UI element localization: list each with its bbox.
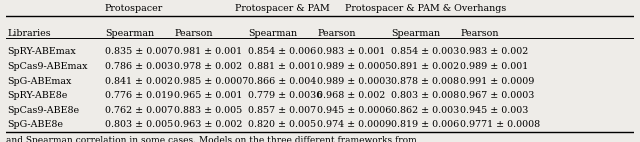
Text: 0.985 ± 0.0007: 0.985 ± 0.0007 xyxy=(175,77,249,86)
Text: SpG-ABEmax: SpG-ABEmax xyxy=(8,77,72,86)
Text: 0.974 ± 0.0009: 0.974 ± 0.0009 xyxy=(317,120,392,129)
Text: 0.989 ± 0.001: 0.989 ± 0.001 xyxy=(461,62,529,71)
Text: 0.878 ± 0.008: 0.878 ± 0.008 xyxy=(391,77,459,86)
Text: 0.803 ± 0.008: 0.803 ± 0.008 xyxy=(391,91,459,100)
Text: Spearman: Spearman xyxy=(391,29,440,38)
Text: 0.820 ± 0.005: 0.820 ± 0.005 xyxy=(248,120,316,129)
Text: Spearman: Spearman xyxy=(248,29,297,38)
Text: Pearson: Pearson xyxy=(317,29,356,38)
Text: 0.881 ± 0.001: 0.881 ± 0.001 xyxy=(248,62,316,71)
Text: 0.968 ± 0.002: 0.968 ± 0.002 xyxy=(317,91,386,100)
Text: SpRY-ABEmax: SpRY-ABEmax xyxy=(8,47,76,56)
Text: 0.854 ± 0.003: 0.854 ± 0.003 xyxy=(391,47,459,56)
Text: and Spearman correlation in some cases. Models on the three different frameworks: and Spearman correlation in some cases. … xyxy=(6,136,417,142)
Text: Protospacer & PAM: Protospacer & PAM xyxy=(235,4,330,13)
Text: 0.983 ± 0.002: 0.983 ± 0.002 xyxy=(461,47,529,56)
Text: SpG-ABE8e: SpG-ABE8e xyxy=(8,120,63,129)
Text: 0.989 ± 0.0003: 0.989 ± 0.0003 xyxy=(317,77,392,86)
Text: 0.803 ± 0.005: 0.803 ± 0.005 xyxy=(106,120,173,129)
Text: 0.762 ± 0.007: 0.762 ± 0.007 xyxy=(106,106,173,115)
Text: Pearson: Pearson xyxy=(175,29,213,38)
Text: 0.965 ± 0.001: 0.965 ± 0.001 xyxy=(175,91,243,100)
Text: 0.819 ± 0.006: 0.819 ± 0.006 xyxy=(391,120,459,129)
Text: 0.945 ± 0.003: 0.945 ± 0.003 xyxy=(461,106,529,115)
Text: 0.967 ± 0.0003: 0.967 ± 0.0003 xyxy=(461,91,535,100)
Text: SpCas9-ABE8e: SpCas9-ABE8e xyxy=(8,106,80,115)
Text: Protospacer: Protospacer xyxy=(104,4,163,13)
Text: 0.779 ± 0.0036: 0.779 ± 0.0036 xyxy=(248,91,323,100)
Text: SpCas9-ABEmax: SpCas9-ABEmax xyxy=(8,62,88,71)
Text: 0.866 ± 0.004: 0.866 ± 0.004 xyxy=(248,77,316,86)
Text: 0.945 ± 0.0006: 0.945 ± 0.0006 xyxy=(317,106,392,115)
Text: 0.841 ± 0.002: 0.841 ± 0.002 xyxy=(106,77,173,86)
Text: 0.854 ± 0.006: 0.854 ± 0.006 xyxy=(248,47,316,56)
Text: 0.983 ± 0.001: 0.983 ± 0.001 xyxy=(317,47,386,56)
Text: Libraries: Libraries xyxy=(8,29,51,38)
Text: 0.9771 ± 0.0008: 0.9771 ± 0.0008 xyxy=(461,120,541,129)
Text: 0.981 ± 0.001: 0.981 ± 0.001 xyxy=(175,47,243,56)
Text: 0.991 ± 0.0009: 0.991 ± 0.0009 xyxy=(461,77,535,86)
Text: 0.891 ± 0.002: 0.891 ± 0.002 xyxy=(391,62,459,71)
Text: 0.835 ± 0.007: 0.835 ± 0.007 xyxy=(106,47,173,56)
Text: 0.978 ± 0.002: 0.978 ± 0.002 xyxy=(175,62,243,71)
Text: 0.862 ± 0.003: 0.862 ± 0.003 xyxy=(391,106,459,115)
Text: 0.857 ± 0.007: 0.857 ± 0.007 xyxy=(248,106,316,115)
Text: Protospacer & PAM & Overhangs: Protospacer & PAM & Overhangs xyxy=(345,4,506,13)
Text: 0.776 ± 0.019: 0.776 ± 0.019 xyxy=(106,91,173,100)
Text: Spearman: Spearman xyxy=(106,29,155,38)
Text: 0.786 ± 0.003: 0.786 ± 0.003 xyxy=(106,62,173,71)
Text: SpRY-ABE8e: SpRY-ABE8e xyxy=(8,91,68,100)
Text: 0.883 ± 0.005: 0.883 ± 0.005 xyxy=(175,106,243,115)
Text: Pearson: Pearson xyxy=(461,29,499,38)
Text: 0.963 ± 0.002: 0.963 ± 0.002 xyxy=(175,120,243,129)
Text: 0.989 ± 0.0005: 0.989 ± 0.0005 xyxy=(317,62,392,71)
